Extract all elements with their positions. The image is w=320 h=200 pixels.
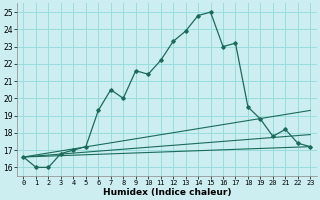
X-axis label: Humidex (Indice chaleur): Humidex (Indice chaleur): [103, 188, 231, 197]
